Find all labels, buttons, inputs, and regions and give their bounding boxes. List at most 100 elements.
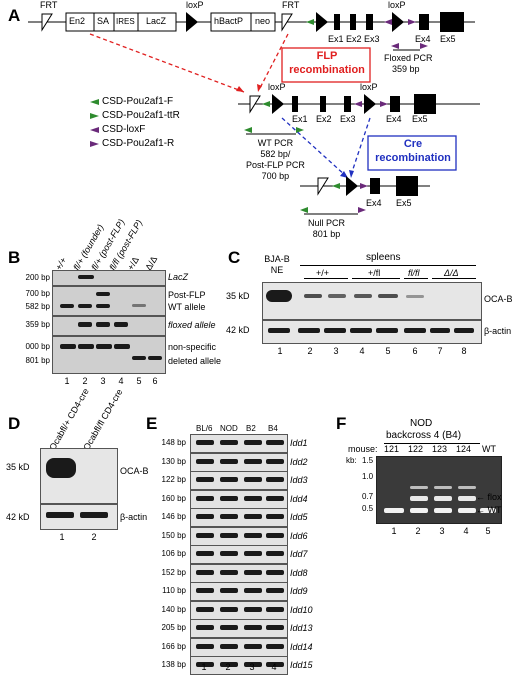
e-locus-9: Idd9 xyxy=(290,586,308,596)
d-size-2: 42 kD xyxy=(6,512,30,522)
d-header-2: Ocabfl/fl CD4-cre xyxy=(81,387,125,452)
c-right-2: β-actin xyxy=(484,326,512,336)
gel-b-lacz xyxy=(52,270,166,286)
sa-label: SA xyxy=(97,16,110,26)
d-lane-1: 1 xyxy=(59,532,65,542)
e-band xyxy=(220,440,238,445)
frt-label-1: FRT xyxy=(40,0,58,10)
e-locus-2: Idd2 xyxy=(290,456,308,467)
e-h-3: B2 xyxy=(246,424,256,433)
mid-exon-4: Ex4 xyxy=(386,114,402,124)
e-band xyxy=(196,532,214,538)
e-locus-3: Idd3 xyxy=(290,475,308,485)
f-mouse-2: 122 xyxy=(408,444,424,454)
exon-1-top xyxy=(334,14,340,30)
loxp-label-middle-1: loxP xyxy=(268,82,286,92)
e-band xyxy=(244,606,262,612)
panel-d-label: D xyxy=(8,414,21,433)
e-band xyxy=(220,662,238,667)
e-band xyxy=(266,440,284,445)
e-band xyxy=(220,643,238,649)
f-kb-label: kb: xyxy=(346,456,357,465)
frt-site-middle xyxy=(249,95,261,114)
c-lane-2: 2 xyxy=(307,346,313,356)
e-band xyxy=(196,551,214,556)
e-band xyxy=(220,569,238,575)
c-lane-3: 3 xyxy=(333,346,339,356)
d-lane-2: 2 xyxy=(91,532,97,542)
wt-pcr-line-1: WT PCR xyxy=(257,138,294,148)
exon-label-3: Ex3 xyxy=(364,34,380,44)
d-right-1: OCA-B xyxy=(120,466,149,476)
e-band xyxy=(196,643,214,649)
b-lane-4: 4 xyxy=(118,376,124,386)
e-band xyxy=(220,532,238,538)
b-right-1: LacZ xyxy=(168,272,189,282)
legend-item-3: CSD-loxF xyxy=(102,124,146,135)
e-band xyxy=(244,532,262,538)
c-size-1: 35 kD xyxy=(226,291,250,301)
primer-r-arrow-top xyxy=(408,19,416,25)
gel-b-wt xyxy=(52,286,166,316)
f-mouse-5: WT xyxy=(482,444,496,454)
b-right-6: deleted allele xyxy=(168,356,222,366)
frt-site-2 xyxy=(281,13,293,32)
exon-4-top xyxy=(419,14,429,30)
e-size-2: 130 bp xyxy=(161,456,186,466)
exon-5-top xyxy=(440,12,464,32)
e-band xyxy=(266,625,284,630)
e-band xyxy=(244,551,262,556)
e-locus-5: Idd5 xyxy=(290,512,308,522)
e-size-7: 106 bp xyxy=(161,549,186,558)
panel-a-label: A xyxy=(8,6,21,25)
e-band xyxy=(196,606,214,612)
b-lane-1: 1 xyxy=(64,376,70,386)
mid-exon-3: Ex3 xyxy=(340,114,356,124)
c-geno-4: Δ/Δ xyxy=(444,268,459,278)
e-band xyxy=(196,495,214,501)
primer-loxf-arrow-top xyxy=(384,19,392,25)
null-pcr-label: Null PCR 801 bp xyxy=(308,218,345,240)
c-bjab-2: NE xyxy=(270,265,284,275)
e-locus-12: Idd14 xyxy=(290,641,313,652)
panel-c-label: C xyxy=(228,248,241,267)
e-band xyxy=(266,569,284,575)
lacz-box xyxy=(137,12,177,32)
mid-exon-5: Ex5 xyxy=(412,114,428,124)
e-band xyxy=(244,625,262,630)
e-band xyxy=(244,514,262,519)
f-mouse-label: mouse: xyxy=(348,444,378,454)
e-locus-10: Idd10 xyxy=(290,604,313,615)
c-size-2: 42 kD xyxy=(226,325,250,335)
e-locus-4: Idd4 xyxy=(290,493,308,504)
e-band xyxy=(244,458,262,464)
e-lane-4: 4 xyxy=(271,662,277,672)
c-lane-6: 6 xyxy=(412,346,418,356)
f-lane-5: 5 xyxy=(485,526,491,536)
c-lane-8: 8 xyxy=(461,346,467,356)
e-band xyxy=(266,458,284,464)
f-tick-3: 0.7 xyxy=(362,492,374,501)
wt-pcr-line-4: 700 bp xyxy=(261,171,290,181)
ires-label: IRES xyxy=(116,17,135,26)
c-spleens: spleens xyxy=(366,252,401,263)
null-pcr-line-1: Null PCR xyxy=(308,218,346,228)
bottom-exon-4: Ex4 xyxy=(366,198,382,208)
e-band xyxy=(196,514,214,519)
b-size-6: 801 bp xyxy=(25,356,50,365)
e-size-4: 160 bp xyxy=(161,493,186,503)
e-band xyxy=(244,588,262,593)
panel-f-label: F xyxy=(336,414,347,433)
primer-f-arrow-top xyxy=(306,19,314,25)
e-locus-1: Idd1 xyxy=(290,438,308,448)
c-lane-4: 4 xyxy=(359,346,365,356)
e-size-11: 205 bp xyxy=(161,623,186,632)
b-lane-2: 2 xyxy=(82,376,88,386)
e-band xyxy=(266,588,284,593)
legend-item-4: CSD-Pou2af1-R xyxy=(102,138,175,149)
f-right-1: ← flox xyxy=(476,492,502,502)
d-size-1: 35 kD xyxy=(6,462,30,472)
e-band xyxy=(244,643,262,649)
e-size-8: 152 bp xyxy=(161,567,186,577)
e-band xyxy=(266,551,284,556)
